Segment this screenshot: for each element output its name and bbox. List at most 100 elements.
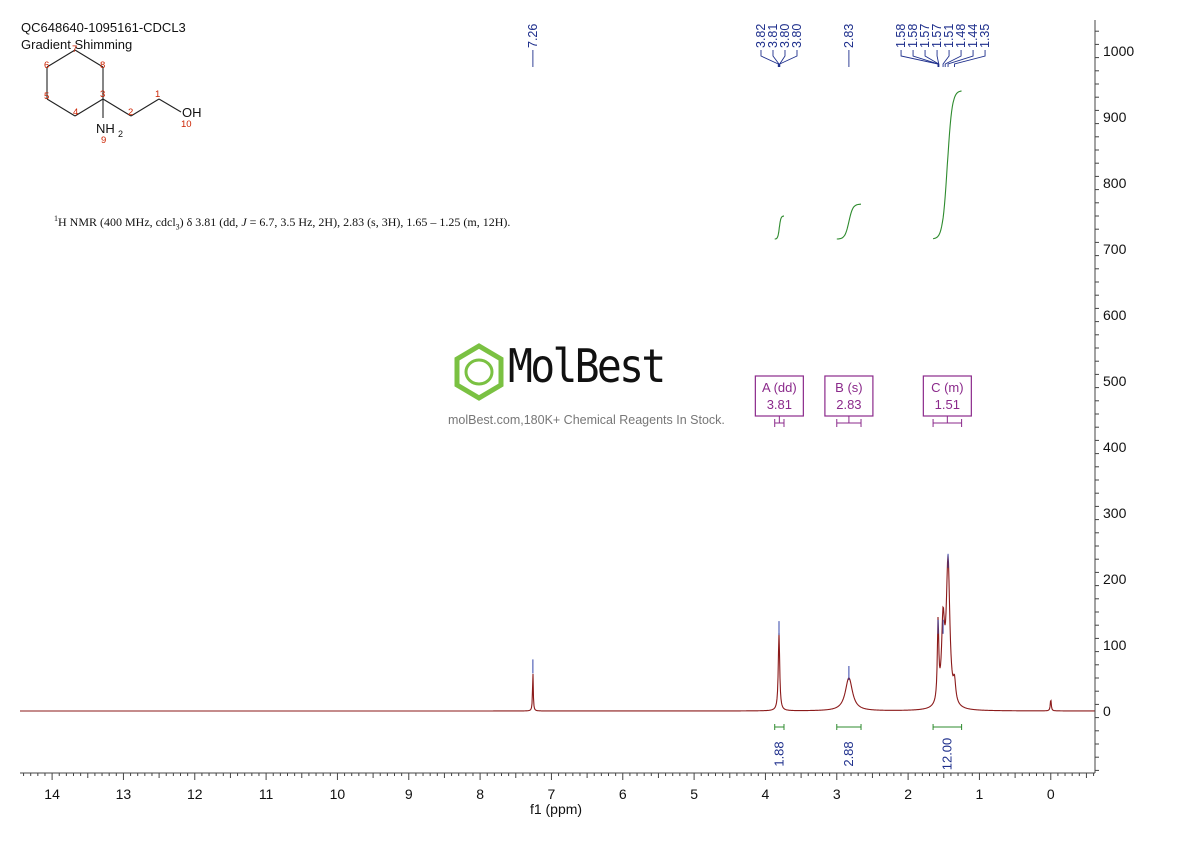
y-tick-label: 900 [1103,109,1127,125]
nmr-isotope: 1 [54,214,58,223]
x-tick-label: 6 [619,786,627,802]
multiplet-layer: A (dd) 3.81 B (s) 2.83 C (m) 1.51 [754,375,972,427]
x-tick-label: 9 [405,786,413,802]
x-tick-label: 3 [833,786,841,802]
sample-id: QC648640-1095161-CDCL3 [21,20,186,35]
peak-shift-label: 1.44 [966,24,980,48]
x-tick-label: 8 [476,786,484,802]
x-tick-label: 4 [762,786,770,802]
integral-curve [933,90,962,240]
atom-number-3: 3 [100,89,105,100]
hydroxyl-label: OH [182,105,202,120]
y-tick-label: 400 [1103,439,1127,455]
multiplet-box [754,375,804,417]
multiplet-label: B (s) [835,380,862,395]
peak-leader-line [944,50,962,67]
atom-number-7: 7 [72,44,77,55]
integral-curve [836,203,861,240]
peak-shift-label: 3.80 [790,24,804,48]
peak-leader-line [942,50,950,67]
atom-number-9: 9 [101,135,106,146]
peak-shift-label: 2.83 [842,24,856,48]
spectrum-layer [20,553,1095,712]
peak-shift-label: 1.57 [930,24,944,48]
peak-shift-label: 1.57 [918,24,932,48]
peak-shift-label: 1.58 [894,24,908,48]
y-tick-label: 1000 [1103,43,1134,59]
x-tick-label: 7 [548,786,556,802]
integral-value: 1.88 [771,741,786,766]
peak-leader-line [936,50,940,67]
watermark: MolBest molBest.com,180K+ Chemical Reage… [448,339,748,441]
y-tick-label: 700 [1103,241,1127,257]
atom-number-5: 5 [44,91,49,102]
multiplet-label: A (dd) [762,380,797,395]
molecule-bonds [46,49,182,118]
peak-leader-line [779,50,786,67]
atom-number-2: 2 [128,107,133,118]
peak-shift-label: 1.48 [954,24,968,48]
x-tick-label: 12 [187,786,203,802]
amine-subscript: 2 [118,129,123,139]
nmr-text-c: = 6.7, 3.5 Hz, 2H), 2.83 (s, 3H), 1.65 –… [246,215,511,229]
y-tick-label: 100 [1103,637,1127,653]
peak-shift-label: 1.58 [906,24,920,48]
nmr-summary: 1H NMR (400 MHz, cdcl3) δ 3.81 (dd, J = … [54,214,510,231]
x-tick-label: 11 [259,786,274,802]
y-tick-label: 500 [1103,373,1127,389]
x-tick-label: 5 [690,786,698,802]
x-tick-label: 2 [904,786,912,802]
y-tick-label: 0 [1103,703,1111,719]
watermark-tagline: molBest.com,180K+ Chemical Reagents In S… [448,413,725,427]
multiplet-box [922,375,972,417]
peak-shift-label: 1.35 [978,24,992,48]
peak-shift-label: 3.80 [778,24,792,48]
peak-shift-label: 7.26 [526,24,540,48]
molecule-structure: 1 2 3 4 5 6 7 8 9 10 OH NH 2 [44,44,202,146]
watermark-brand: MolBest [508,339,666,393]
multiplet-shift: 2.83 [836,397,861,412]
x-tick-label: 10 [330,786,346,802]
atom-number-8: 8 [100,60,105,71]
integral-value: 12.00 [939,738,954,771]
y-tick-label: 200 [1103,571,1127,587]
peak-leader-line [947,50,974,67]
x-tick-label: 1 [976,786,984,802]
method-label: Gradient Shimming [21,37,133,52]
peak-leader-line [954,50,986,67]
x-tick-label: 0 [1047,786,1055,802]
multiplet-label: C (m) [931,380,964,395]
amine-label: NH [96,121,115,136]
x-tick-label: 14 [44,786,60,802]
molbest-hexagon-icon [454,343,504,401]
y-tick-label: 800 [1103,175,1127,191]
axes-layer: 14 13 12 11 10 9 8 7 6 5 4 3 2 1 001002003004005006007… [20,20,1134,802]
multiplet-shift: 3.81 [767,397,792,412]
x-tick-label: 13 [116,786,132,802]
atom-number-1: 1 [155,89,160,100]
nmr-j-label: J [241,215,247,229]
peak-label-layer: 7.26 3.823.813.803.80 2.83 1.581.581.571.57… [526,24,992,67]
integral-curve [774,215,784,240]
x-axis-label: f1 (ppm) [530,801,582,817]
atom-number-10: 10 [181,119,192,130]
nmr-text-a: H NMR (400 MHz, cdcl [58,215,176,229]
y-tick-label: 600 [1103,307,1127,323]
peak-leader-line [772,50,780,67]
peak-shift-label: 3.81 [766,24,780,48]
atom-number-6: 6 [44,60,49,71]
peak-leader-line [912,50,939,67]
multiplet-shift: 1.51 [935,397,960,412]
nmr-solvent-sub: 3 [175,222,180,232]
y-tick-label: 300 [1103,505,1127,521]
peak-leader-line [779,50,798,67]
atom-number-4: 4 [73,107,78,118]
nmr-text-b: ) δ 3.81 (dd, [179,215,242,229]
peak-shift-label: 3.82 [754,24,768,48]
spectrum-trace [20,555,1095,712]
peak-shift-label: 1.51 [942,24,956,48]
multiplet-box [824,375,874,417]
peak-leader-line [760,50,779,67]
